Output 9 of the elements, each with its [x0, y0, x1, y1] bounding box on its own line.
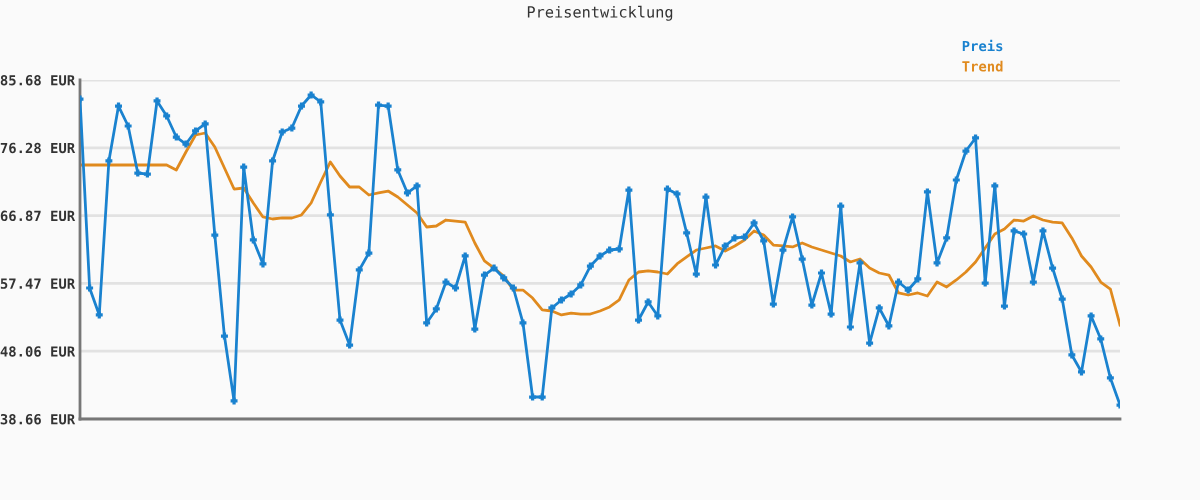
- y-tick-label: 38.66 EUR: [0, 413, 76, 425]
- y-tick-label: 76.28 EUR: [0, 142, 76, 154]
- text: Trend: [962, 60, 1003, 72]
- y-tick-label: 57.47 EUR: [0, 278, 76, 289]
- y-tick-label: 66.87 EUR: [0, 210, 76, 222]
- y-tick-label: 85.68 EUR: [0, 74, 76, 86]
- text: Preis: [962, 39, 1003, 52]
- y-tick-label: 48.06 EUR: [0, 346, 76, 357]
- chart-title: Preisentwicklung: [527, 5, 673, 21]
